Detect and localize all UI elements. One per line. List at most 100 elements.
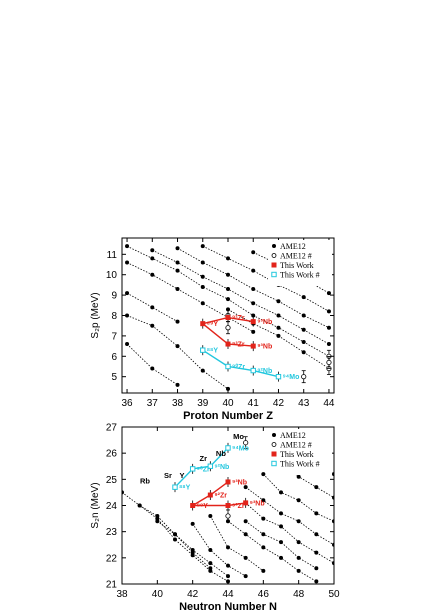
- nuclide-label: ⁹⁰Zr: [232, 363, 245, 371]
- legend-marker-ame12-hash: [271, 253, 277, 258]
- ame12-point: [296, 498, 301, 503]
- ame12-point: [150, 248, 155, 253]
- s2n-chart: ⁸⁹Y ⁹²Zr ⁹³Zr ⁹³Nb ⁹³Nb ⁸⁸Y ⁹⁰Zr ⁹²Nb ⁹⁴Mo Rb Sr Y Z…: [90, 423, 340, 614]
- ame12-point: [125, 313, 130, 318]
- legend-background: [268, 240, 332, 286]
- y-tick-label: 25: [106, 475, 118, 486]
- ame12-hash-point: [243, 440, 249, 446]
- nuclide-label: ⁹³Nb: [257, 319, 272, 326]
- x-tick-label: 42: [187, 589, 199, 600]
- y-axis-label: S₂n (MeV): [90, 482, 101, 528]
- element-label: Nb: [216, 449, 226, 458]
- ame12-point: [226, 256, 230, 261]
- nuclide-label: ⁸⁹Y: [197, 503, 209, 510]
- ame12-point: [200, 284, 205, 289]
- ame12-point: [243, 532, 248, 537]
- ame12-point: [125, 260, 130, 265]
- legend-marker-this-work-hash: [271, 460, 277, 467]
- ame12-point: [296, 474, 301, 479]
- ame12-point: [296, 568, 301, 573]
- ame12-point: [251, 286, 256, 291]
- legend-marker-this-work-hash: [271, 271, 277, 278]
- ame12-point: [261, 532, 266, 537]
- ame12-point: [296, 540, 301, 545]
- ame12-point: [243, 519, 248, 524]
- this-work-line: [209, 481, 229, 496]
- ame12-point: [279, 555, 283, 560]
- ame12-point: [301, 313, 306, 318]
- ame12-point: [279, 540, 283, 545]
- ame12-point: [125, 291, 130, 296]
- ame12-point: [200, 274, 205, 279]
- ame12-point: [200, 301, 205, 306]
- x-tick-label: 50: [328, 589, 340, 600]
- element-label: Zr: [200, 454, 208, 463]
- nuclide-label: ⁹²Zr: [232, 315, 245, 322]
- this-work-point: [250, 319, 256, 325]
- nuclide-label: ⁹⁴Mo: [282, 374, 299, 381]
- ame12-point: [301, 327, 306, 332]
- x-axis-label: Proton Number Z: [183, 410, 273, 422]
- ame-chain-line: [192, 523, 246, 577]
- ame12-point: [251, 301, 256, 306]
- ame12-point: [208, 547, 213, 552]
- x-tick-label: 36: [121, 398, 133, 409]
- legend-label: This Work #: [280, 271, 320, 280]
- x-tick-label: 37: [147, 398, 159, 409]
- legend-marker-ame12: [272, 433, 276, 437]
- ame12-point: [155, 519, 160, 524]
- ame12-point: [296, 519, 301, 524]
- this-work-line: [227, 502, 246, 507]
- y-tick-label: 27: [106, 423, 118, 434]
- ame12-point: [326, 325, 331, 330]
- ame12-point: [314, 579, 319, 584]
- ame12-point: [301, 350, 306, 355]
- ame12-point: [200, 260, 205, 265]
- nuclide-label: ⁹²Nb: [257, 368, 272, 375]
- this-work-point: [250, 343, 256, 349]
- y-tick-label: 21: [106, 580, 118, 591]
- this-work-point: [243, 500, 249, 506]
- nuclide-label: ⁹³Nb: [257, 344, 272, 351]
- ame12-point: [125, 342, 130, 347]
- ame12-hash-point: [326, 359, 332, 366]
- ame12-point: [301, 295, 306, 300]
- ame-chain-line: [245, 502, 334, 564]
- ame12-point: [251, 268, 256, 273]
- ame12-point: [155, 513, 160, 518]
- nuclide-label: ⁸⁸Y: [179, 485, 191, 492]
- ame12-point: [226, 286, 230, 291]
- ame12-point: [137, 503, 142, 508]
- nuclide-label: ⁹³Zr: [232, 342, 245, 349]
- legend-label: This Work: [280, 450, 314, 459]
- this-work-hash-point: [189, 466, 196, 472]
- ame-chain-line: [209, 515, 264, 572]
- ame12-point: [276, 325, 281, 330]
- ame12-point: [150, 323, 155, 328]
- this-work-line: [192, 494, 211, 507]
- ame12-point: [261, 498, 266, 503]
- ame-chain-line: [263, 473, 334, 522]
- y-tick-label: 9: [111, 291, 117, 302]
- plot-area: [125, 244, 332, 391]
- this-work-hash-point: [172, 484, 178, 490]
- y-tick-label: 5: [111, 372, 117, 383]
- y-tick-label: 24: [106, 501, 118, 512]
- x-tick-label: 43: [298, 398, 310, 409]
- ame12-point: [226, 272, 230, 277]
- ame12-point: [261, 516, 266, 521]
- ame12-point: [251, 313, 256, 318]
- s2p-chart: ⁹²Zr ⁹³Nb ⁹³Nb ⁹³Zr ⁸⁹Y ⁸⁸Y ⁹⁰Zr ⁹²Nb ⁹⁴Mo 36 37 38…: [90, 237, 335, 422]
- ame12-point: [190, 521, 195, 526]
- ame-chain-line: [126, 292, 178, 322]
- ame12-point: [175, 268, 180, 273]
- legend-label: This Work: [280, 261, 314, 270]
- legend-label: AME12 #: [280, 441, 312, 450]
- this-work-line: [202, 316, 229, 325]
- ame12-point: [226, 545, 230, 550]
- x-tick-label: 40: [222, 398, 234, 409]
- element-label: Y: [180, 471, 185, 480]
- element-label: Sr: [164, 471, 172, 480]
- ame12-point: [226, 574, 230, 579]
